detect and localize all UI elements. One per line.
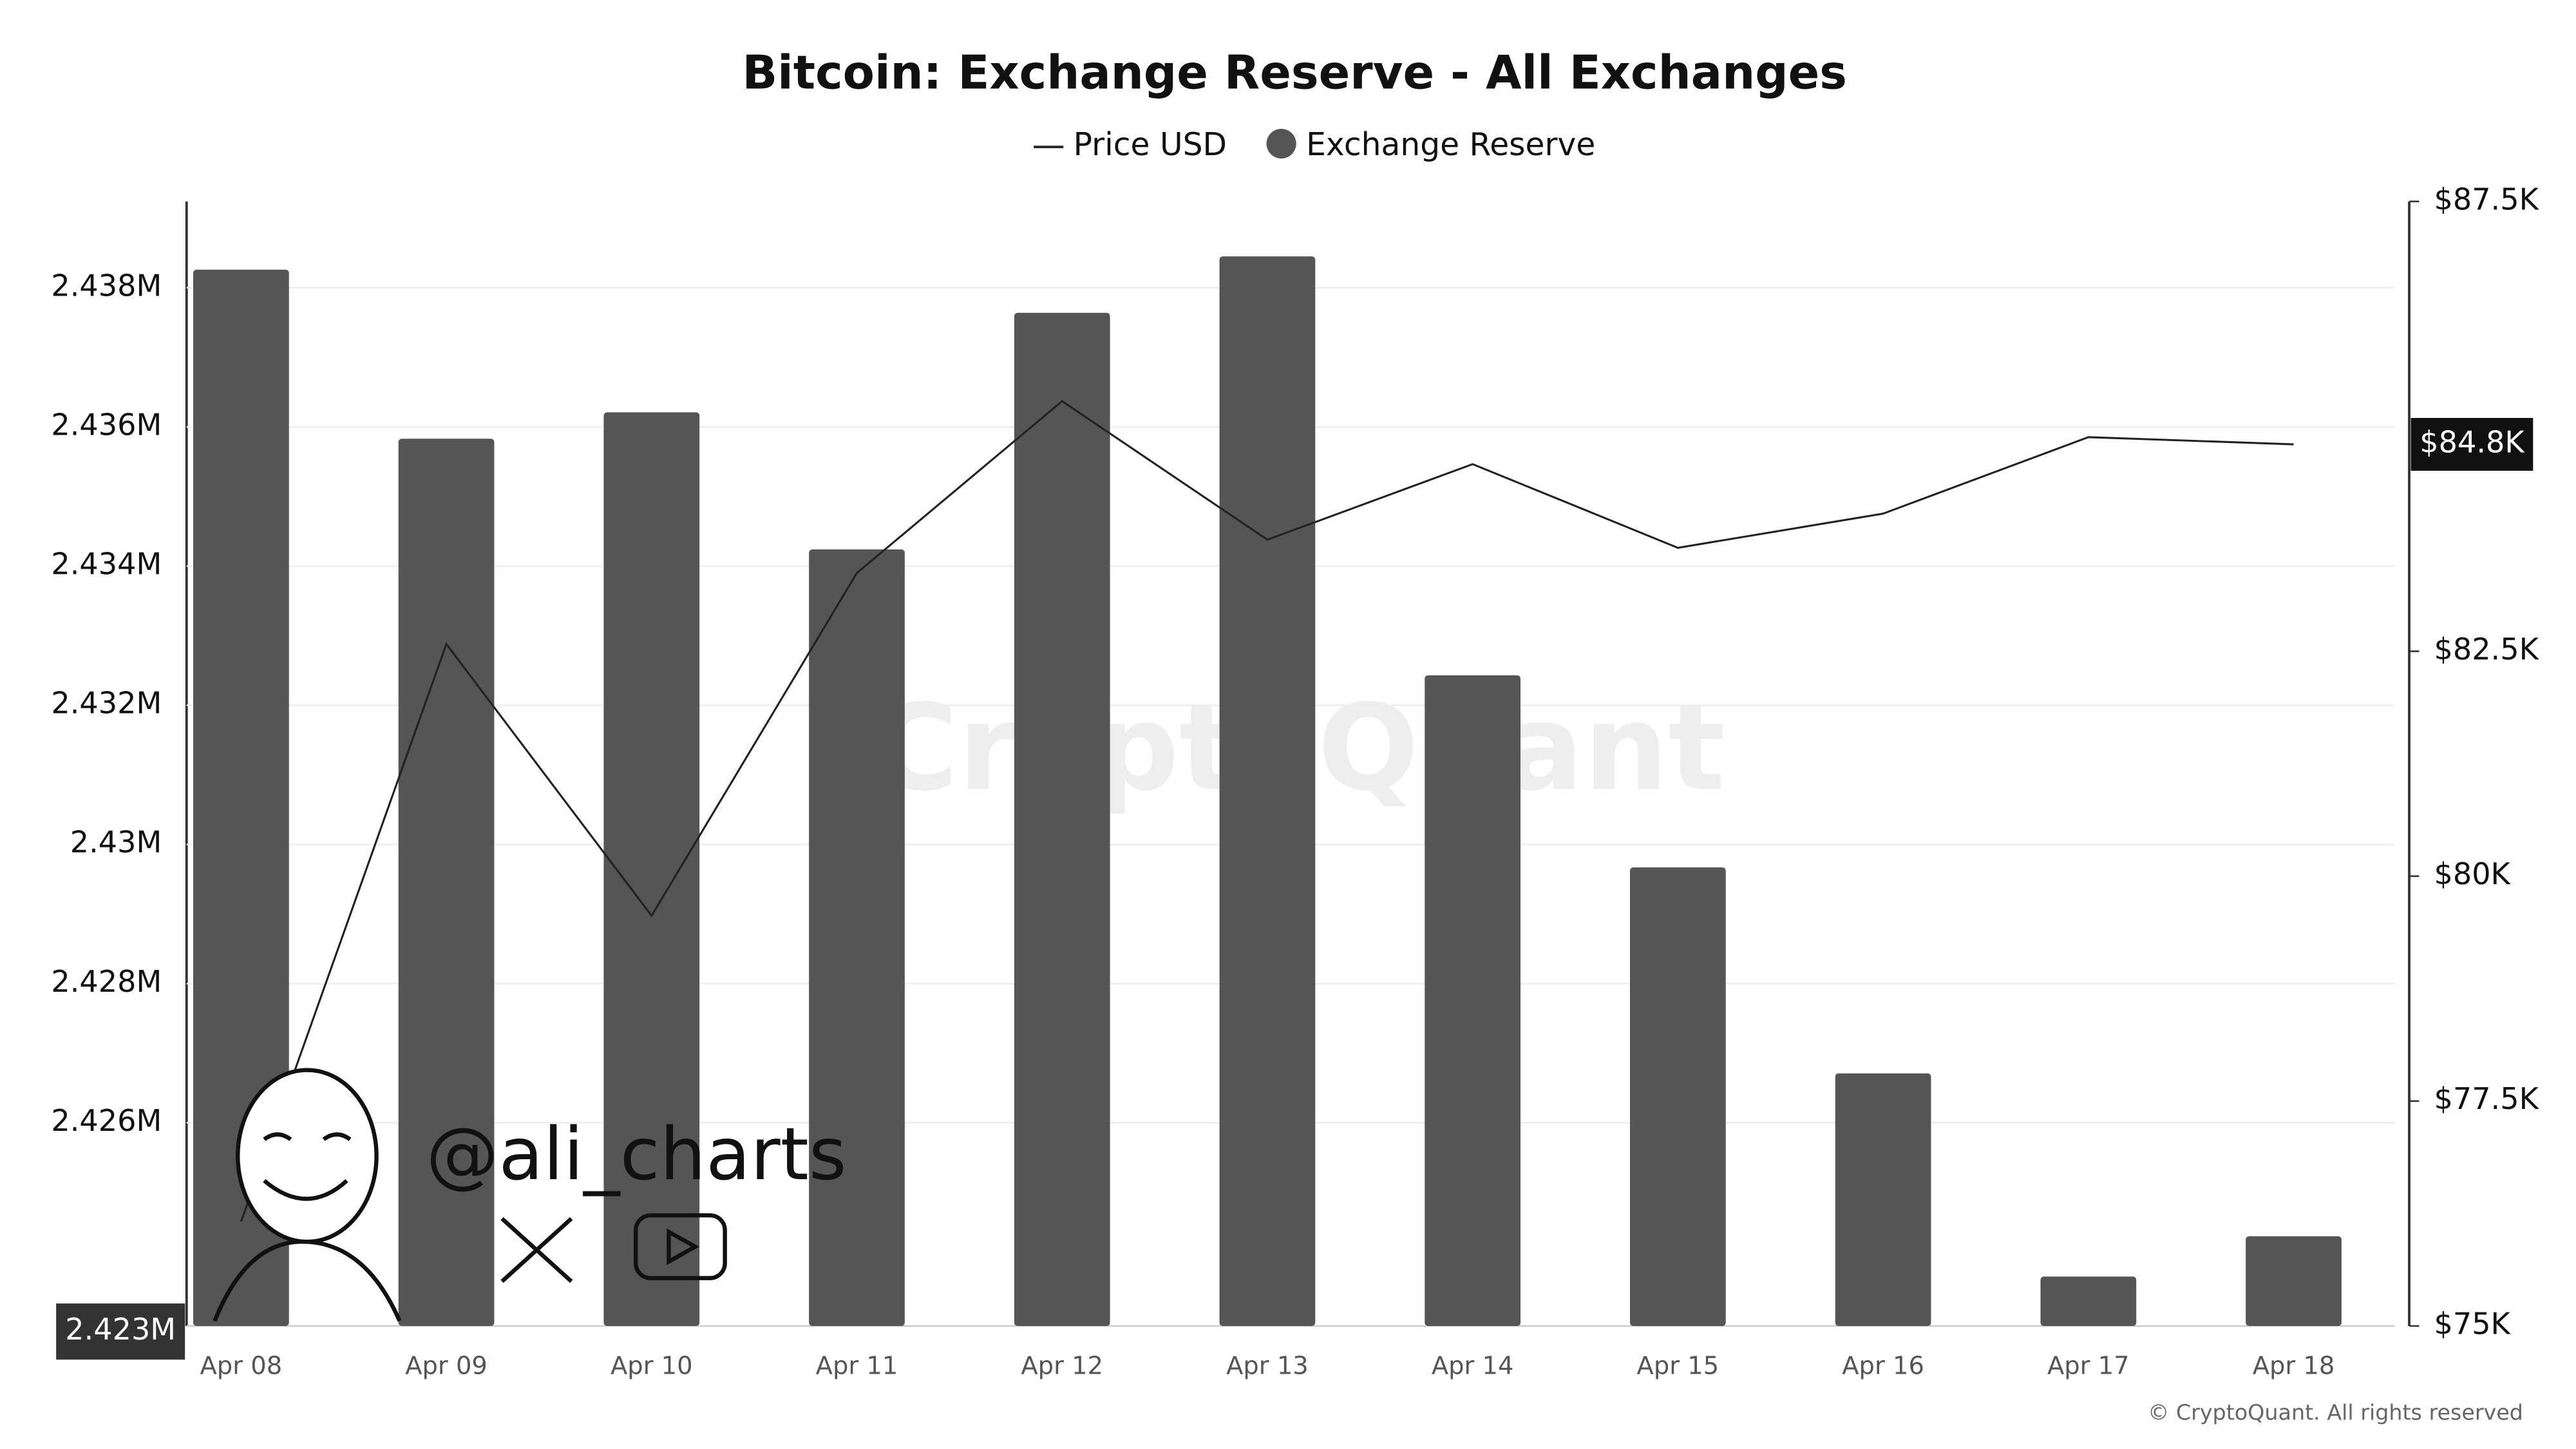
legend-label: Exchange Reserve (1306, 127, 1595, 163)
price-badge (2410, 417, 2533, 471)
price-line (240, 400, 2294, 1222)
y-tick-label: 2.432M (51, 686, 162, 721)
bar (2246, 1236, 2342, 1326)
cursor-label: 2.423M (65, 1312, 176, 1347)
y-tick-label: 2.426M (51, 1103, 162, 1138)
y2-tick-label: $87.5K (2434, 182, 2539, 216)
bar (2040, 1276, 2137, 1326)
x-tick-label: Apr 14 (1432, 1352, 1514, 1381)
bar (809, 549, 905, 1326)
legend-dot (1266, 129, 1296, 159)
bar (193, 269, 289, 1326)
bar (1014, 312, 1110, 1326)
y2-tick-label: $82.5K (2434, 632, 2539, 667)
price-badge-label: $84.8K (2420, 424, 2525, 459)
bar (603, 412, 700, 1326)
handle: @ali_charts (426, 1112, 847, 1197)
x-tick-label: Apr 13 (1226, 1352, 1309, 1381)
y2-tick-label: $80K (2434, 857, 2511, 891)
x-tick-label: Apr 09 (405, 1352, 488, 1381)
credit: © CryptoQuant. All rights reserved (2148, 1399, 2523, 1425)
chart-title: Bitcoin: Exchange Reserve - All Exchange… (742, 45, 1847, 99)
bar (1835, 1073, 1931, 1326)
legend-label: Price USD (1074, 127, 1227, 163)
bar (398, 439, 495, 1326)
y2-tick-label: $75K (2434, 1306, 2511, 1341)
x-tick-label: Apr 11 (816, 1352, 898, 1381)
y-tick-label: 2.436M (51, 407, 162, 442)
bar (1630, 867, 1726, 1326)
x-tick-label: Apr 10 (611, 1352, 693, 1381)
x-tick-label: Apr 15 (1637, 1352, 1719, 1381)
y-tick-label: 2.428M (51, 964, 162, 999)
bar (1425, 675, 1521, 1326)
plot: 2.426M 2.428M 2.43M 2.432M 2.434M 2.436M 2.438… (51, 127, 2539, 1380)
y2-tick-label: $77.5K (2434, 1081, 2539, 1116)
x-tick-label: Apr 12 (1021, 1352, 1103, 1381)
x-tick-label: Apr 08 (200, 1352, 283, 1381)
avatar (213, 1068, 727, 1322)
bar (1219, 256, 1316, 1326)
cursor-badge (56, 1303, 185, 1360)
y-tick-label: 2.434M (51, 547, 162, 582)
y-tick-label: 2.438M (51, 268, 162, 303)
x-tick-label: Apr 17 (2047, 1352, 2130, 1381)
x-tick-label: Apr 16 (1842, 1352, 1924, 1381)
x-tick-label: Apr 18 (2253, 1352, 2335, 1381)
y-tick-label: 2.43M (70, 825, 162, 860)
